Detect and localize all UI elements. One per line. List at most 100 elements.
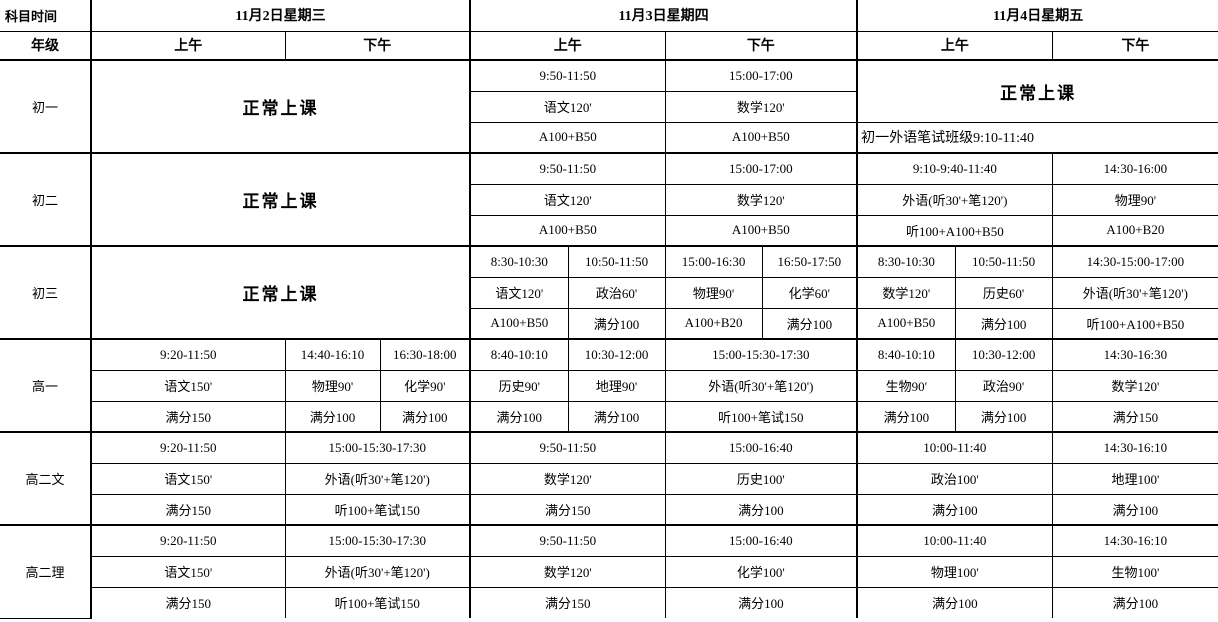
gao2li-wed-pm-time: 15:00-15:30-17:30 <box>284 524 471 557</box>
chu3-thu-am2-time: 10:50-11:50 <box>567 245 666 278</box>
gao2wen-wed-am-time: 9:20-11:50 <box>90 431 286 464</box>
chu3-thu-am2-subject: 政治60' <box>567 276 666 309</box>
gao2wen-wed-pm-time: 15:00-15:30-17:30 <box>284 431 471 464</box>
gao2wen-thu-pm-subject: 历史100' <box>664 462 858 495</box>
grade-label-gao1: 高一 <box>0 338 92 433</box>
chu1-fri-normal-class: 正常上课 <box>856 59 1218 123</box>
gao2wen-thu-pm-score: 满分100 <box>664 493 858 526</box>
chu3-fri-pm-subject: 外语(听30'+笔120') <box>1051 276 1218 309</box>
gao1-fri-am2-score: 满分100 <box>954 400 1053 433</box>
chu2-wed-normal-class: 正常上课 <box>90 152 471 247</box>
day-header-thursday: 11月3日星期四 <box>469 0 858 32</box>
chu1-thu-am-time: 9:50-11:50 <box>469 59 666 92</box>
gao2li-fri-pm-time: 14:30-16:10 <box>1051 524 1218 557</box>
gao2wen-wed-pm-subject: 外语(听30'+笔120') <box>284 462 471 495</box>
gao2li-fri-pm-score: 满分100 <box>1051 586 1218 618</box>
gao1-fri-am2-time: 10:30-12:00 <box>954 338 1053 371</box>
chu1-thu-pm-time: 15:00-17:00 <box>664 59 858 92</box>
gao1-thu-am1-score: 满分100 <box>469 400 569 433</box>
gao2wen-thu-am-time: 9:50-11:50 <box>469 431 666 464</box>
gao2li-thu-am-subject: 数学120' <box>469 555 666 588</box>
gao2wen-wed-pm-score: 听100+笔试150 <box>284 493 471 526</box>
gao2li-wed-pm-subject: 外语(听30'+笔120') <box>284 555 471 588</box>
chu3-fri-am2-subject: 历史60' <box>954 276 1053 309</box>
chu2-fri-pm-score: A100+B20 <box>1051 214 1218 247</box>
chu1-wed-normal-class: 正常上课 <box>90 59 471 154</box>
chu3-thu-pm1-time: 15:00-16:30 <box>664 245 763 278</box>
gao1-wed-pm2-score: 满分100 <box>379 400 471 433</box>
gao1-wed-pm2-subject: 化学90' <box>379 369 471 402</box>
chu3-thu-pm1-subject: 物理90' <box>664 276 763 309</box>
gao2wen-thu-am-score: 满分150 <box>469 493 666 526</box>
gao2li-thu-pm-score: 满分100 <box>664 586 858 618</box>
chu3-thu-am1-score: A100+B50 <box>469 307 569 340</box>
gao2wen-fri-am-time: 10:00-11:40 <box>856 431 1053 464</box>
chu2-fri-am-score: 听100+A100+B50 <box>856 214 1053 247</box>
gao1-fri-am1-time: 8:40-10:10 <box>856 338 956 371</box>
grade-label-gao2li: 高二理 <box>0 524 92 619</box>
fri-pm-header: 下午 <box>1051 30 1218 61</box>
gao1-thu-am2-score: 满分100 <box>567 400 666 433</box>
chu2-fri-pm-subject: 物理90' <box>1051 183 1218 216</box>
chu1-thu-pm-score: A100+B50 <box>664 121 858 154</box>
gao1-wed-pm1-score: 满分100 <box>284 400 381 433</box>
grade-label-chu3: 初三 <box>0 245 92 340</box>
gao2li-fri-pm-subject: 生物100' <box>1051 555 1218 588</box>
day-header-wednesday: 11月2日星期三 <box>90 0 471 32</box>
gao2li-thu-pm-subject: 化学100' <box>664 555 858 588</box>
gao2wen-wed-am-subject: 语文150' <box>90 462 286 495</box>
chu2-fri-pm-time: 14:30-16:00 <box>1051 152 1218 185</box>
chu2-thu-am-score: A100+B50 <box>469 214 666 247</box>
gao2li-wed-pm-score: 听100+笔试150 <box>284 586 471 618</box>
thu-am-header: 上午 <box>469 30 666 61</box>
gao1-fri-am1-score: 满分100 <box>856 400 956 433</box>
corner-subject-time: 科目时间 <box>0 0 92 32</box>
gao1-thu-pm-subject: 外语(听30'+笔120') <box>664 369 858 402</box>
gao2wen-wed-am-score: 满分150 <box>90 493 286 526</box>
chu3-thu-pm1-score: A100+B20 <box>664 307 763 340</box>
chu2-thu-pm-subject: 数学120' <box>664 183 858 216</box>
gao1-thu-am1-time: 8:40-10:10 <box>469 338 569 371</box>
chu3-fri-am1-time: 8:30-10:30 <box>856 245 956 278</box>
gao1-wed-am-time: 9:20-11:50 <box>90 338 286 371</box>
wed-am-header: 上午 <box>90 30 286 61</box>
gao1-wed-pm1-time: 14:40-16:10 <box>284 338 381 371</box>
gao2li-thu-pm-time: 15:00-16:40 <box>664 524 858 557</box>
chu1-thu-am-score: A100+B50 <box>469 121 666 154</box>
chu3-fri-am1-subject: 数学120' <box>856 276 956 309</box>
gao1-wed-pm2-time: 16:30-18:00 <box>379 338 471 371</box>
chu1-thu-pm-subject: 数学120' <box>664 90 858 123</box>
gao1-fri-am1-subject: 生物90' <box>856 369 956 402</box>
gao2wen-fri-pm-time: 14:30-16:10 <box>1051 431 1218 464</box>
chu3-wed-normal-class: 正常上课 <box>90 245 471 340</box>
gao2li-fri-am-subject: 物理100' <box>856 555 1053 588</box>
gao2li-wed-am-score: 满分150 <box>90 586 286 618</box>
chu3-thu-pm2-score: 满分100 <box>761 307 858 340</box>
chu3-thu-pm2-time: 16:50-17:50 <box>761 245 858 278</box>
grade-label-gao2wen: 高二文 <box>0 431 92 526</box>
gao2li-fri-am-score: 满分100 <box>856 586 1053 618</box>
chu2-fri-am-subject: 外语(听30'+笔120') <box>856 183 1053 216</box>
gao2li-thu-am-score: 满分150 <box>469 586 666 618</box>
chu3-fri-am2-time: 10:50-11:50 <box>954 245 1053 278</box>
chu3-thu-pm2-subject: 化学60' <box>761 276 858 309</box>
gao1-fri-am2-subject: 政治90' <box>954 369 1053 402</box>
gao2li-fri-am-time: 10:00-11:40 <box>856 524 1053 557</box>
thu-pm-header: 下午 <box>664 30 858 61</box>
grade-label-chu2: 初二 <box>0 152 92 247</box>
chu3-fri-pm-score: 听100+A100+B50 <box>1051 307 1218 340</box>
chu2-fri-am-time: 9:10-9:40-11:40 <box>856 152 1053 185</box>
gao1-fri-pm-score: 满分150 <box>1051 400 1218 433</box>
gao1-wed-pm1-subject: 物理90' <box>284 369 381 402</box>
gao2li-wed-am-subject: 语文150' <box>90 555 286 588</box>
gao2wen-thu-am-subject: 数学120' <box>469 462 666 495</box>
grade-label-chu1: 初一 <box>0 59 92 154</box>
gao1-thu-pm-time: 15:00-15:30-17:30 <box>664 338 858 371</box>
chu3-thu-am1-subject: 语文120' <box>469 276 569 309</box>
gao1-fri-pm-time: 14:30-16:30 <box>1051 338 1218 371</box>
gao2li-wed-am-time: 9:20-11:50 <box>90 524 286 557</box>
chu1-fri-note: 初一外语笔试班级9:10-11:40 <box>856 121 1218 154</box>
gao1-fri-pm-subject: 数学120' <box>1051 369 1218 402</box>
